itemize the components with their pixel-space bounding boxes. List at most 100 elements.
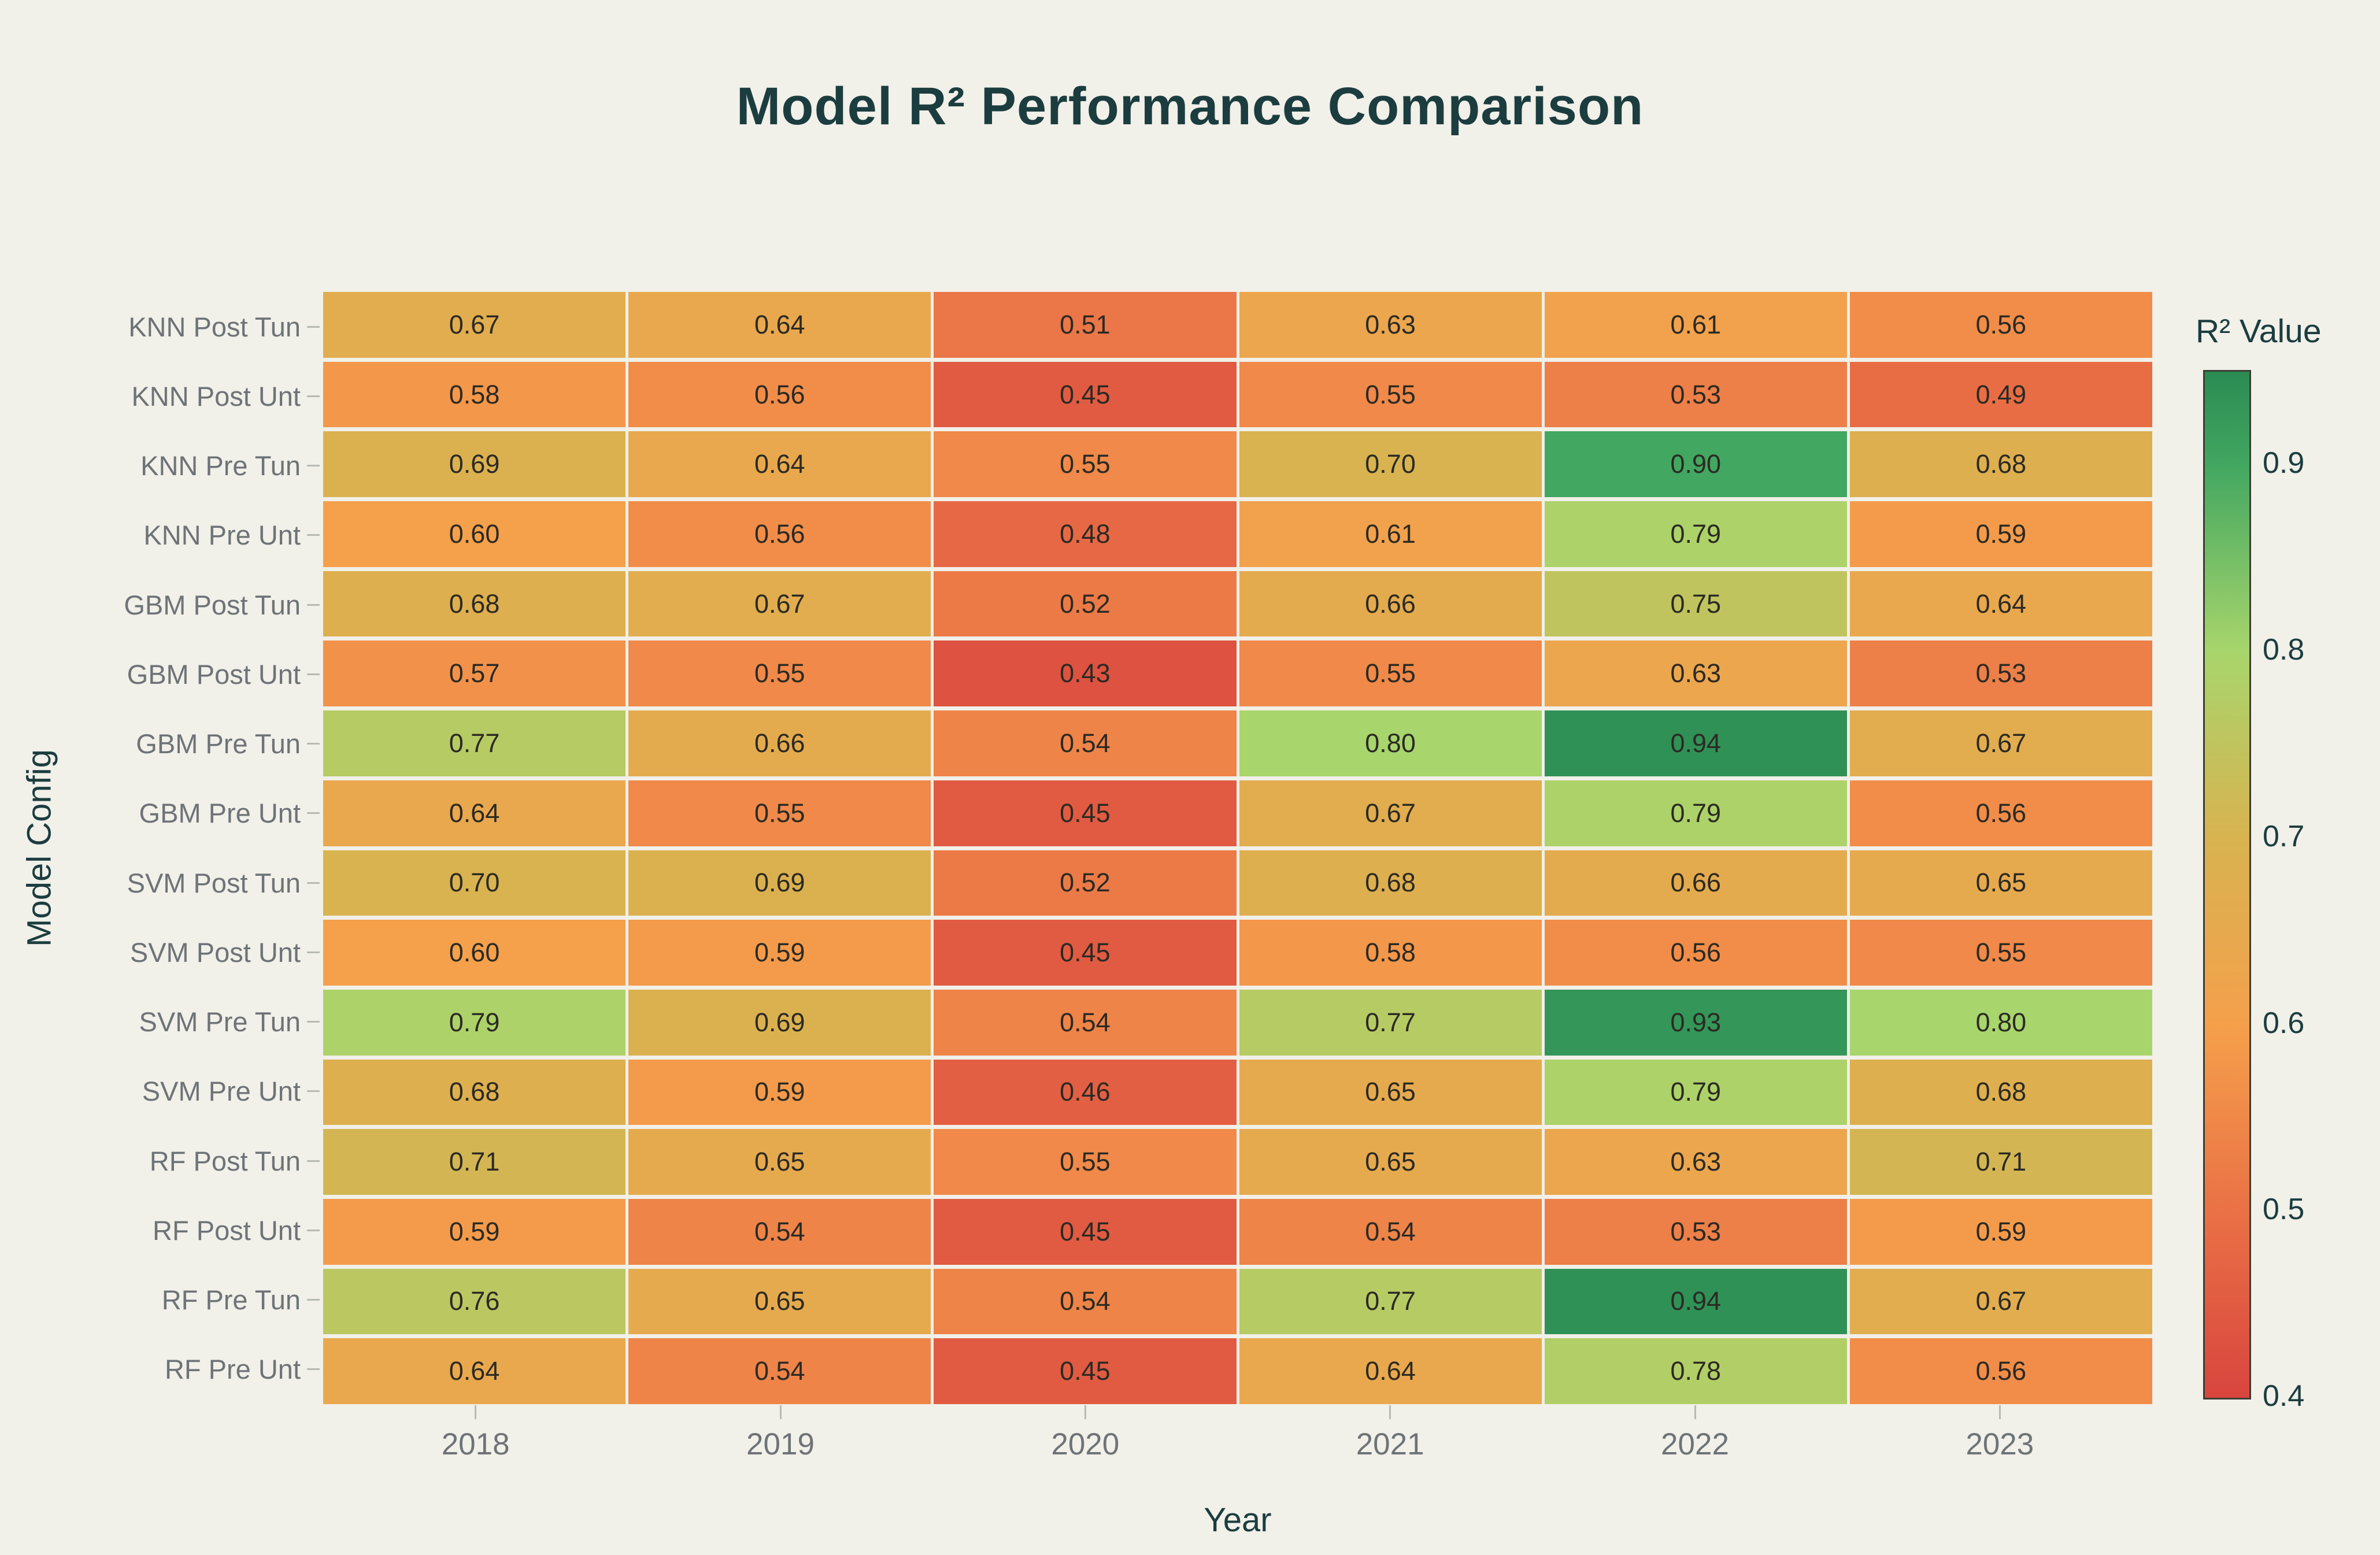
heatmap-cell: 0.58 xyxy=(323,361,626,428)
heatmap-cell: 0.79 xyxy=(323,989,626,1056)
heatmap-cell: 0.55 xyxy=(934,1129,1237,1195)
y-tick-label: RF Post Unt xyxy=(153,1215,301,1246)
x-axis-tick-mark xyxy=(1694,1405,1696,1419)
y-axis-tick-mark xyxy=(307,1021,320,1023)
heatmap-cell: 0.61 xyxy=(1544,292,1847,358)
heatmap-cell: 0.94 xyxy=(1544,710,1847,776)
heatmap-cell: 0.69 xyxy=(323,431,626,498)
heatmap-cell: 0.68 xyxy=(1849,1059,2152,1125)
y-axis-tick-mark xyxy=(307,1368,320,1371)
heatmap-cell: 0.60 xyxy=(323,920,626,986)
heatmap-cell: 0.55 xyxy=(934,431,1237,498)
heatmap-cell: 0.52 xyxy=(934,571,1237,637)
x-axis-tick-mark xyxy=(1389,1405,1391,1419)
heatmap-cell: 0.55 xyxy=(628,640,931,707)
colorbar-tick-label: 0.9 xyxy=(2263,446,2305,480)
heatmap-cell: 0.67 xyxy=(323,292,626,358)
heatmap-cell: 0.45 xyxy=(934,1198,1237,1265)
heatmap-cell: 0.76 xyxy=(323,1268,626,1335)
heatmap-cell: 0.71 xyxy=(1849,1129,2152,1195)
y-tick-label: KNN Pre Unt xyxy=(143,520,301,551)
y-axis-tick-mark xyxy=(307,534,320,536)
heatmap-cell: 0.93 xyxy=(1544,989,1847,1056)
heatmap-cell: 0.66 xyxy=(628,710,931,776)
heatmap-cell: 0.77 xyxy=(1239,989,1542,1056)
heatmap-cell: 0.48 xyxy=(934,501,1237,567)
heatmap-cell: 0.67 xyxy=(1849,710,2152,776)
x-axis-title: Year xyxy=(1204,1501,1272,1539)
heatmap-cell: 0.64 xyxy=(628,292,931,358)
heatmap-cell: 0.70 xyxy=(1239,431,1542,498)
heatmap-cell: 0.90 xyxy=(1544,431,1847,498)
colorbar-tick-label: 0.8 xyxy=(2263,633,2305,667)
y-axis-tick-mark xyxy=(307,325,320,328)
heatmap-cell: 0.49 xyxy=(1849,361,2152,428)
heatmap-cell: 0.55 xyxy=(1239,640,1542,707)
heatmap-cell: 0.69 xyxy=(628,850,931,916)
heatmap-cell: 0.67 xyxy=(1239,780,1542,846)
heatmap-cell: 0.65 xyxy=(1849,850,2152,916)
heatmap-cell: 0.63 xyxy=(1239,292,1542,358)
heatmap-cell: 0.78 xyxy=(1544,1338,1847,1404)
colorbar-tick-label: 0.4 xyxy=(2263,1379,2305,1413)
heatmap-cell: 0.59 xyxy=(628,1059,931,1125)
y-axis-tick-mark xyxy=(307,743,320,745)
y-axis-tick-mark xyxy=(307,1299,320,1301)
x-tick-label: 2018 xyxy=(441,1427,510,1461)
heatmap-cell: 0.45 xyxy=(934,780,1237,846)
x-axis-tick-mark xyxy=(779,1405,782,1419)
y-axis-tick-mark xyxy=(307,1090,320,1093)
heatmap-cell: 0.70 xyxy=(323,850,626,916)
chart-title: Model R² Performance Comparison xyxy=(736,77,1644,136)
heatmap-cell: 0.56 xyxy=(628,361,931,428)
heatmap-cell: 0.56 xyxy=(1544,920,1847,986)
y-axis-tick-mark xyxy=(307,1160,320,1162)
heatmap-cell: 0.53 xyxy=(1849,640,2152,707)
heatmap-cell: 0.80 xyxy=(1849,989,2152,1056)
x-tick-label: 2019 xyxy=(746,1427,815,1461)
y-tick-label: KNN Pre Tun xyxy=(140,450,301,482)
heatmap-cell: 0.54 xyxy=(934,710,1237,776)
y-tick-label: KNN Post Tun xyxy=(128,311,301,342)
y-tick-label: RF Post Tun xyxy=(149,1145,301,1176)
heatmap-cell: 0.66 xyxy=(1239,571,1542,637)
heatmap-cell: 0.65 xyxy=(628,1129,931,1195)
heatmap-cell: 0.59 xyxy=(1849,1198,2152,1265)
heatmap-cell: 0.53 xyxy=(1544,361,1847,428)
heatmap-cell: 0.55 xyxy=(628,780,931,846)
heatmap-cell: 0.65 xyxy=(628,1268,931,1335)
heatmap-cell: 0.45 xyxy=(934,361,1237,428)
heatmap-cell: 0.43 xyxy=(934,640,1237,707)
heatmap-cell: 0.80 xyxy=(1239,710,1542,776)
heatmap-cell: 0.64 xyxy=(1239,1338,1542,1404)
heatmap-cell: 0.66 xyxy=(1544,850,1847,916)
heatmap-cell: 0.56 xyxy=(1849,292,2152,358)
y-axis-tick-mark xyxy=(307,951,320,953)
heatmap-cell: 0.61 xyxy=(1239,501,1542,567)
heatmap-cell: 0.55 xyxy=(1849,920,2152,986)
colorbar-tick-label: 0.6 xyxy=(2263,1006,2305,1040)
heatmap-cell: 0.94 xyxy=(1544,1268,1847,1335)
heatmap-cell: 0.71 xyxy=(323,1129,626,1195)
x-tick-label: 2023 xyxy=(1966,1427,2034,1461)
colorbar-gradient xyxy=(2203,370,2251,1400)
heatmap-cell: 0.54 xyxy=(628,1198,931,1265)
x-tick-label: 2021 xyxy=(1356,1427,1424,1461)
heatmap-cell: 0.77 xyxy=(1239,1268,1542,1335)
y-tick-label: GBM Post Tun xyxy=(124,589,301,620)
heatmap-cell: 0.56 xyxy=(628,501,931,567)
colorbar-title: R² Value xyxy=(2196,313,2322,350)
heatmap-grid: 0.67 0.64 0.51 0.63 0.61 0.56 0.58 0.56 0.45 0.55… xyxy=(323,292,2152,1404)
y-tick-label: RF Pre Unt xyxy=(164,1354,301,1385)
heatmap-cell: 0.64 xyxy=(628,431,931,498)
heatmap-cell: 0.79 xyxy=(1544,780,1847,846)
y-tick-label: SVM Post Tun xyxy=(127,867,301,898)
heatmap-cell: 0.69 xyxy=(628,989,931,1056)
heatmap-cell: 0.53 xyxy=(1544,1198,1847,1265)
y-tick-label: RF Pre Tun xyxy=(161,1284,301,1316)
heatmap-cell: 0.58 xyxy=(1239,920,1542,986)
heatmap-cell: 0.52 xyxy=(934,850,1237,916)
heatmap-cell: 0.79 xyxy=(1544,1059,1847,1125)
heatmap-cell: 0.67 xyxy=(628,571,931,637)
heatmap-cell: 0.75 xyxy=(1544,571,1847,637)
